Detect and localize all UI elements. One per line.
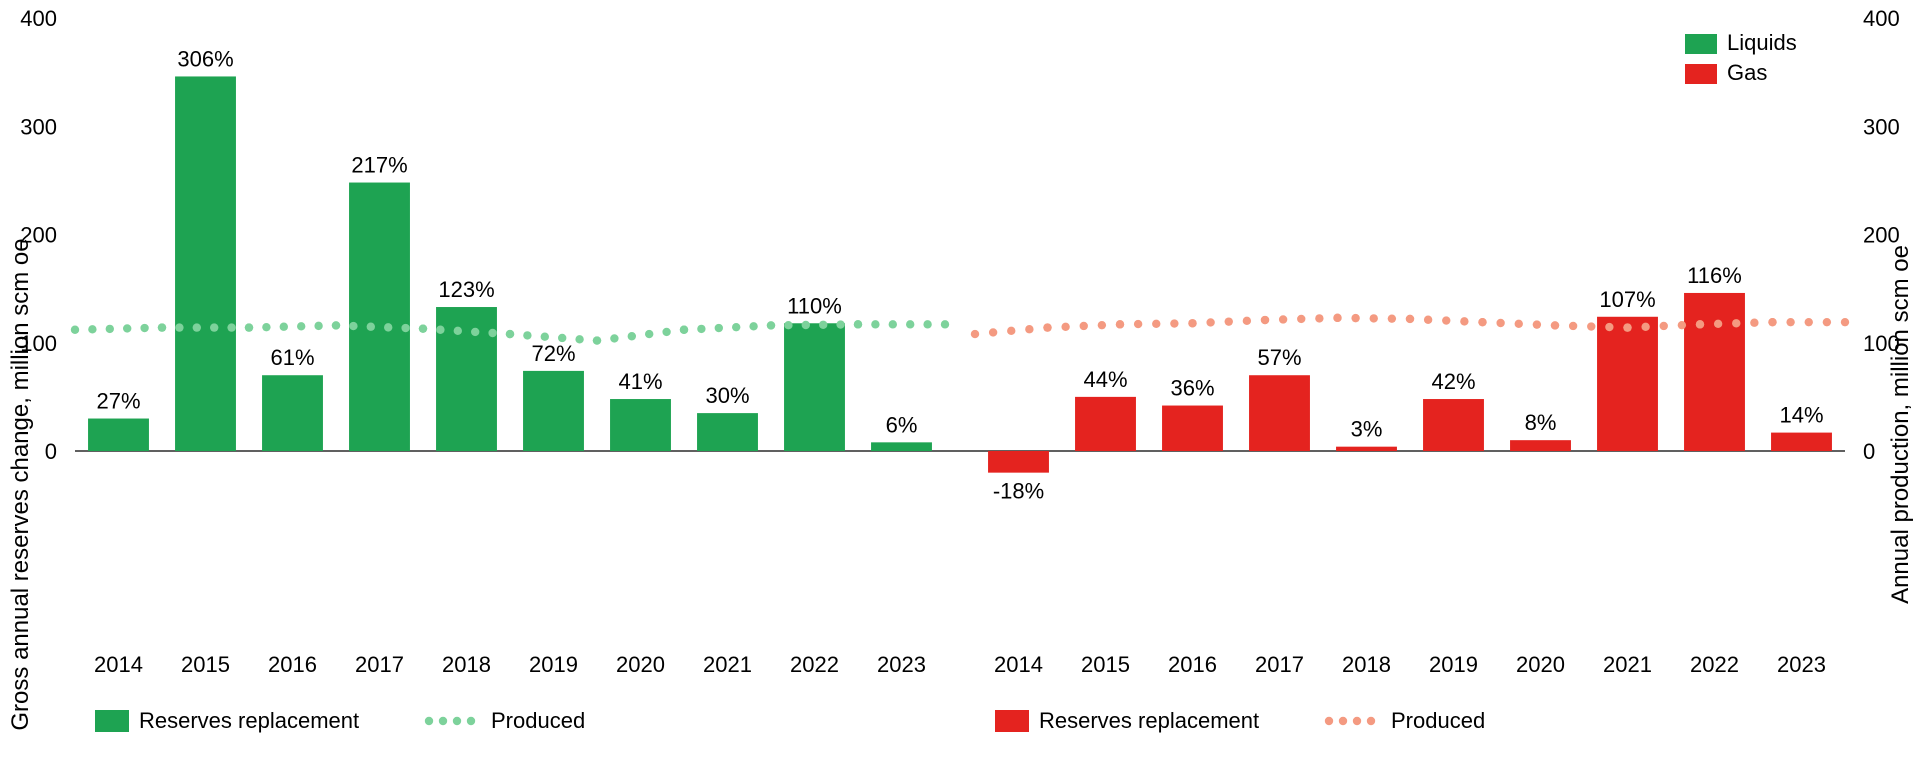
bottom-legend-dots — [1325, 717, 1333, 725]
gas-bar-label: 3% — [1351, 417, 1383, 442]
bottom-legend-label: Reserves replacement — [1039, 708, 1259, 733]
liquids-year-label: 2017 — [355, 652, 404, 677]
bottom-legend-dots — [425, 717, 433, 725]
liquids-bar-label: 41% — [618, 369, 662, 394]
liquids-bar-label: 123% — [438, 277, 494, 302]
liquids-bar-label: 306% — [177, 46, 233, 71]
liquids-bar-label: 217% — [351, 153, 407, 178]
liquids-year-label: 2020 — [616, 652, 665, 677]
bottom-legend-dots — [1353, 717, 1361, 725]
gas-year-label: 2016 — [1168, 652, 1217, 677]
gas-bar-label: 44% — [1083, 367, 1127, 392]
liquids-bar — [784, 323, 845, 451]
y-right-tick: 300 — [1863, 114, 1900, 139]
gas-bar — [1162, 406, 1223, 451]
liquids-bar — [262, 375, 323, 451]
bottom-legend-dots — [439, 717, 447, 725]
gas-year-label: 2015 — [1081, 652, 1130, 677]
bottom-legend-swatch — [995, 710, 1029, 732]
gas-year-label: 2020 — [1516, 652, 1565, 677]
gas-bar-label: 42% — [1431, 369, 1475, 394]
y-right-tick: 400 — [1863, 6, 1900, 31]
bottom-legend-dots — [467, 717, 475, 725]
reserves-chart: 01002003004000100200300400Gross annual r… — [0, 0, 1920, 764]
liquids-year-label: 2023 — [877, 652, 926, 677]
gas-bar — [1684, 293, 1745, 451]
y-left-title: Gross annual reserves change, million sc… — [7, 238, 34, 730]
gas-year-label: 2022 — [1690, 652, 1739, 677]
gas-bar — [1510, 440, 1571, 451]
liquids-year-label: 2021 — [703, 652, 752, 677]
bottom-legend-label: Reserves replacement — [139, 708, 359, 733]
bottom-legend-dots — [1339, 717, 1347, 725]
gas-bar — [1771, 433, 1832, 451]
gas-bar — [1336, 447, 1397, 451]
y-right-tick: 200 — [1863, 223, 1900, 248]
legend-label: Gas — [1727, 60, 1767, 85]
bottom-legend-label: Produced — [1391, 708, 1485, 733]
gas-year-label: 2023 — [1777, 652, 1826, 677]
liquids-year-label: 2014 — [94, 652, 143, 677]
gas-year-label: 2014 — [994, 652, 1043, 677]
gas-bar — [1423, 399, 1484, 451]
legend-label: Liquids — [1727, 30, 1797, 55]
liquids-bar-label: 30% — [705, 383, 749, 408]
y-left-tick: 0 — [45, 439, 57, 464]
liquids-bar-label: 110% — [787, 293, 842, 318]
liquids-year-label: 2019 — [529, 652, 578, 677]
liquids-bar — [871, 442, 932, 451]
liquids-bar-label: 27% — [96, 389, 140, 414]
gas-year-label: 2021 — [1603, 652, 1652, 677]
y-right-tick: 0 — [1863, 439, 1875, 464]
bottom-legend-label: Produced — [491, 708, 585, 733]
gas-bar — [988, 451, 1049, 473]
legend-swatch — [1685, 64, 1717, 84]
gas-bar — [1075, 397, 1136, 451]
gas-bar-label: 116% — [1687, 263, 1742, 288]
liquids-bar — [349, 183, 410, 451]
liquids-year-label: 2016 — [268, 652, 317, 677]
gas-bar-label: 14% — [1779, 403, 1823, 428]
gas-bar-label: -18% — [993, 479, 1044, 504]
liquids-year-label: 2015 — [181, 652, 230, 677]
gas-bar — [1597, 317, 1658, 451]
gas-bar-label: 57% — [1257, 345, 1301, 370]
liquids-year-label: 2022 — [790, 652, 839, 677]
gas-bar — [1249, 375, 1310, 451]
liquids-bar — [697, 413, 758, 451]
liquids-bar — [175, 76, 236, 451]
liquids-bar — [436, 307, 497, 451]
gas-year-label: 2019 — [1429, 652, 1478, 677]
bottom-legend-swatch — [95, 710, 129, 732]
gas-bar-label: 107% — [1599, 287, 1655, 312]
legend-swatch — [1685, 34, 1717, 54]
y-right-title: Annual production, million scm oe — [1887, 245, 1914, 604]
bottom-legend-dots — [453, 717, 461, 725]
liquids-bar-label: 6% — [886, 412, 918, 437]
liquids-bar-label: 72% — [531, 341, 575, 366]
bottom-legend-dots — [1367, 717, 1375, 725]
y-left-tick: 400 — [20, 6, 57, 31]
liquids-year-label: 2018 — [442, 652, 491, 677]
liquids-bar — [88, 419, 149, 451]
liquids-bar — [523, 371, 584, 451]
liquids-bar-label: 61% — [270, 345, 314, 370]
gas-year-label: 2017 — [1255, 652, 1304, 677]
gas-bar-label: 8% — [1525, 410, 1557, 435]
liquids-bar — [610, 399, 671, 451]
y-left-tick: 300 — [20, 114, 57, 139]
gas-year-label: 2018 — [1342, 652, 1391, 677]
gas-bar-label: 36% — [1170, 376, 1214, 401]
